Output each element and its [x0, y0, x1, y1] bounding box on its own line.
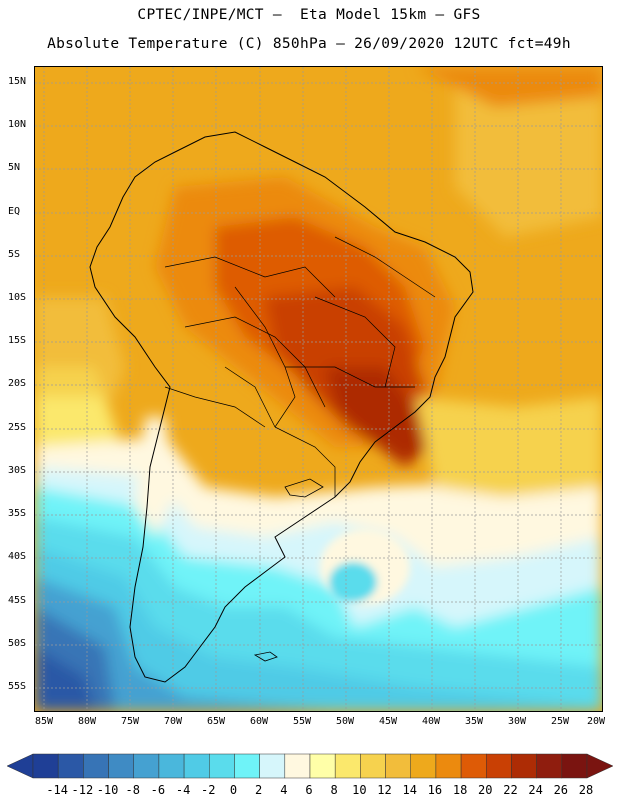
- lat-label: EQ: [8, 206, 21, 217]
- lat-label: 45S: [8, 595, 27, 606]
- lon-label: 50W: [335, 716, 355, 727]
- lon-label: 85W: [34, 716, 54, 727]
- country-borders: [164, 236, 436, 497]
- lat-label: 5N: [8, 162, 21, 173]
- lon-label: 70W: [163, 716, 183, 727]
- south-america-coastline: [89, 131, 474, 683]
- legend-swatch: [536, 753, 563, 779]
- legend-max-arrow: [586, 753, 614, 779]
- lat-label: 50S: [8, 638, 27, 649]
- lat-label: 5S: [8, 249, 21, 260]
- legend-label: 22: [503, 783, 518, 797]
- lon-label: 30W: [507, 716, 527, 727]
- legend-label: 28: [578, 783, 594, 797]
- legend-label: -10: [96, 783, 119, 797]
- lagoon-outline: [284, 478, 324, 498]
- legend-label: 20: [478, 783, 493, 797]
- legend-swatch: [385, 753, 411, 779]
- legend-label: -12: [71, 783, 94, 797]
- lat-label: 25S: [8, 422, 27, 433]
- lat-label: 55S: [8, 681, 27, 692]
- lon-label: 45W: [378, 716, 398, 727]
- legend-swatch: [108, 753, 134, 779]
- legend-swatch: [284, 753, 311, 779]
- legend-swatch: [334, 753, 361, 779]
- legend-label: 18: [452, 783, 468, 797]
- legend-label: -4: [175, 783, 191, 797]
- lon-label: 40W: [421, 716, 441, 727]
- legend-swatch: [561, 753, 588, 779]
- lon-label: 55W: [292, 716, 312, 727]
- lat-label: 10N: [8, 119, 27, 130]
- legend-swatch: [309, 753, 336, 779]
- lat-label: 15N: [8, 76, 27, 87]
- lon-label: 25W: [550, 716, 570, 727]
- map-title: CPTEC/INPE/MCT – Eta Model 15km – GFS: [137, 7, 481, 23]
- legend-swatch: [209, 753, 235, 779]
- lon-label: 60W: [249, 716, 269, 727]
- lat-label: 30S: [8, 465, 27, 476]
- legend-label: -6: [150, 783, 166, 797]
- legend-label: -14: [46, 783, 69, 797]
- legend-swatch: [158, 753, 185, 779]
- legend-swatch: [32, 753, 59, 779]
- legend-label: 10: [352, 783, 367, 797]
- lon-label: 80W: [77, 716, 97, 727]
- color-legend: -14 -12 -10 -8 -6 -4 -2 0 2 4 6 8 10 12 14 16 18 20 22 24 26…: [0, 750, 618, 800]
- legend-swatch: [234, 753, 260, 779]
- legend-label: 24: [528, 783, 543, 797]
- legend-swatch: [83, 753, 109, 779]
- legend-label: 12: [377, 783, 392, 797]
- legend-swatch: [486, 753, 512, 779]
- legend-swatch: [57, 753, 84, 779]
- legend-swatch: [410, 753, 437, 779]
- legend-swatch: [360, 753, 386, 779]
- lat-label: 40S: [8, 551, 27, 562]
- legend-swatch: [183, 753, 210, 779]
- legend-label: 6: [305, 783, 313, 797]
- legend-label: 8: [330, 783, 338, 797]
- falkland-islands: [253, 651, 278, 662]
- lon-label: 20W: [586, 716, 606, 727]
- legend-label: -8: [125, 783, 140, 797]
- legend-label: 2: [255, 783, 263, 797]
- lat-label: 20S: [8, 378, 27, 389]
- legend-label: 4: [280, 783, 288, 797]
- legend-label: 14: [402, 783, 417, 797]
- legend-label: 26: [553, 783, 569, 797]
- legend-colorbar: [6, 753, 614, 779]
- lat-label: 15S: [8, 335, 27, 346]
- temperature-field: [35, 67, 602, 711]
- lon-label: 35W: [464, 716, 484, 727]
- map-subtitle: Absolute Temperature (C) 850hPa – 26/09/…: [47, 36, 571, 52]
- lon-label: 75W: [120, 716, 140, 727]
- lon-label: 65W: [206, 716, 226, 727]
- legend-label: 0: [229, 783, 238, 797]
- lat-label: 10S: [8, 292, 27, 303]
- legend-label: -2: [201, 783, 216, 797]
- legend-label: 16: [427, 783, 443, 797]
- field-bands: [35, 67, 602, 711]
- legend-min-arrow: [6, 753, 34, 779]
- legend-swatch: [435, 753, 462, 779]
- legend-swatch: [460, 753, 487, 779]
- temperature-map: [34, 66, 603, 712]
- legend-swatch: [259, 753, 286, 779]
- cyclone-swirl: [320, 529, 410, 605]
- legend-swatch: [133, 753, 160, 779]
- lat-label: 35S: [8, 508, 27, 519]
- legend-swatch: [511, 753, 537, 779]
